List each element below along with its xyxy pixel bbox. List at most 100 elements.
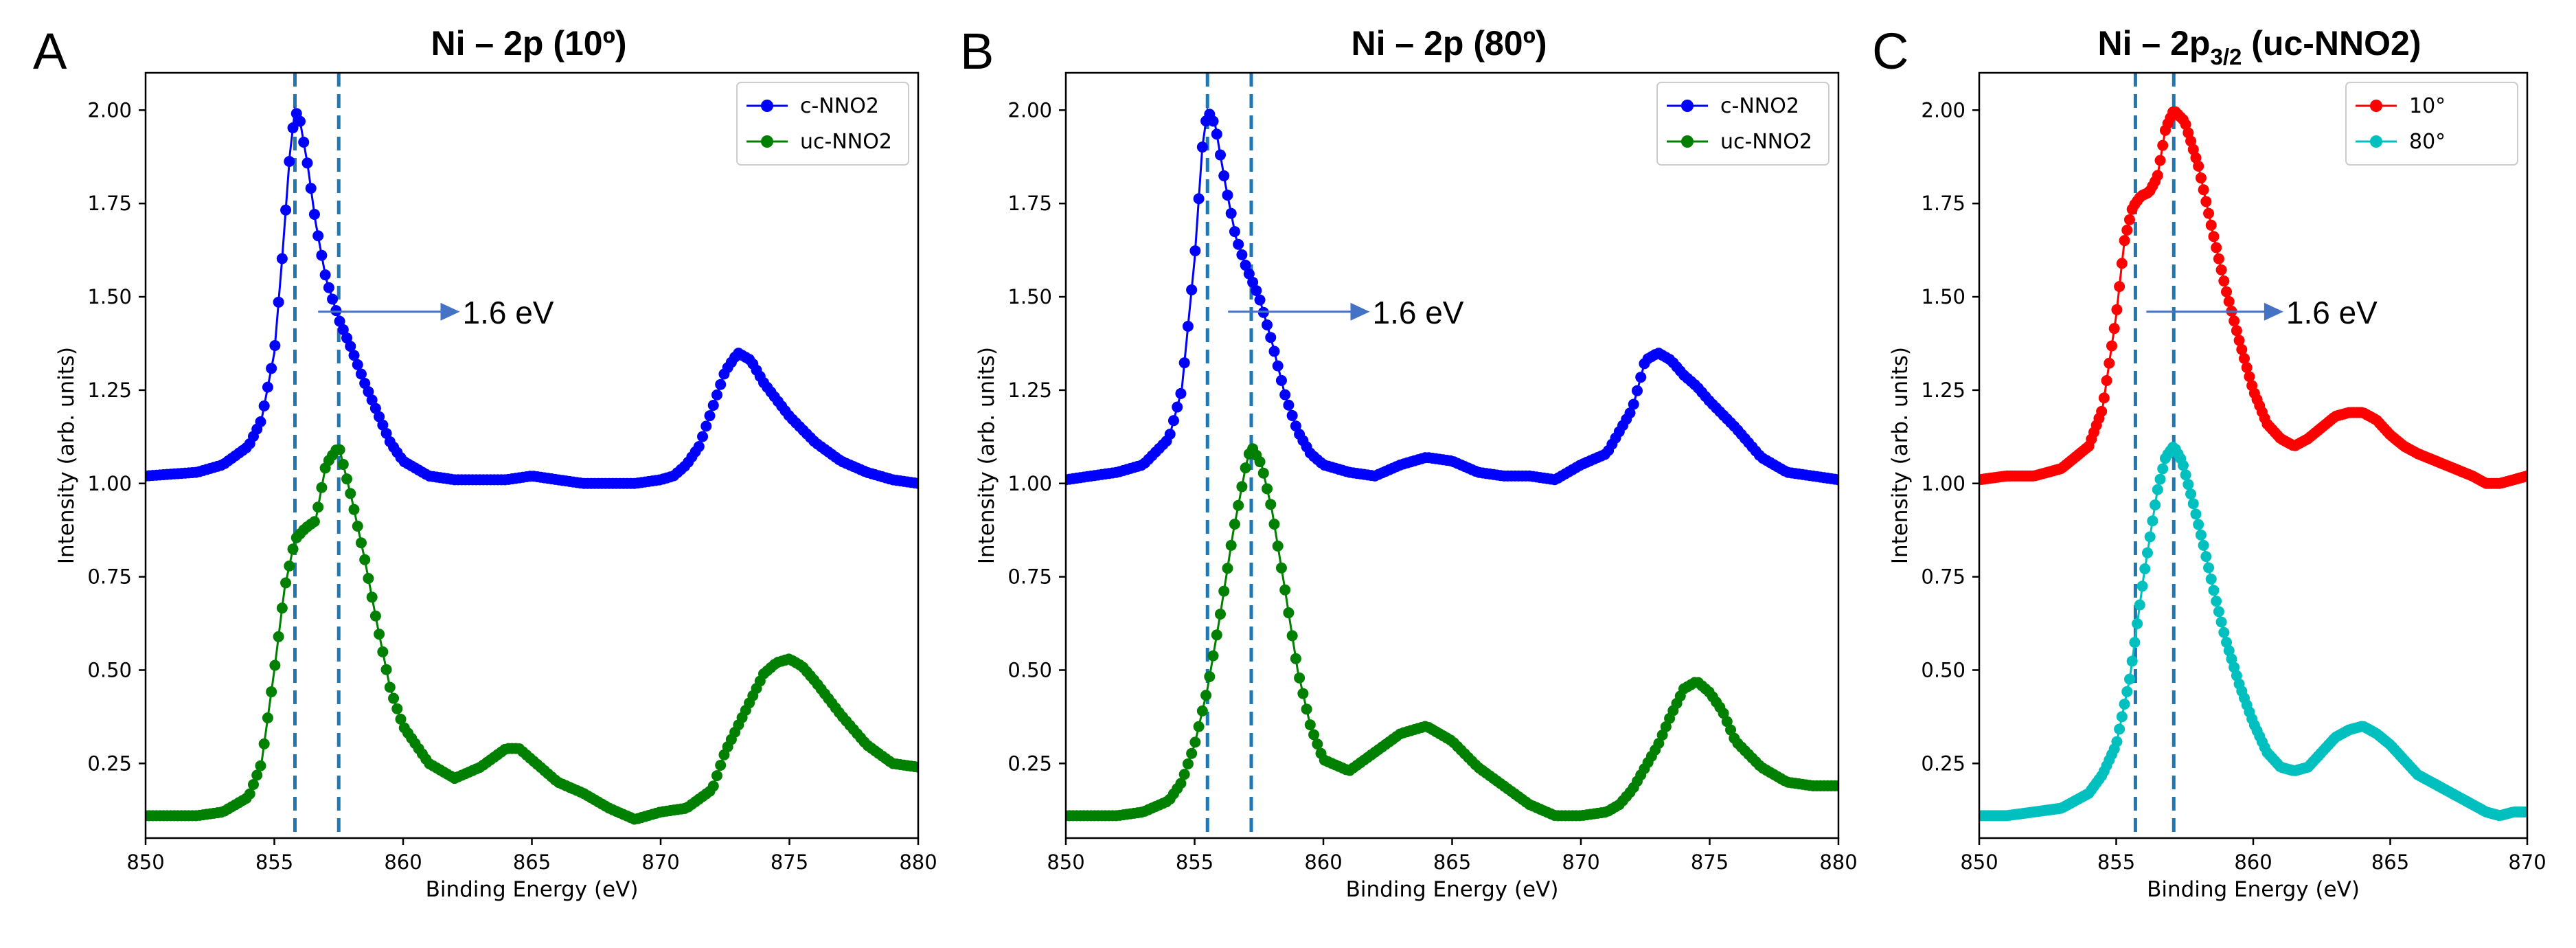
data-point bbox=[284, 560, 295, 572]
data-point bbox=[2203, 562, 2215, 574]
y-tick-label: 0.75 bbox=[1007, 565, 1052, 589]
data-point bbox=[2152, 170, 2163, 181]
data-point bbox=[276, 253, 288, 264]
x-tick-label: 875 bbox=[771, 850, 808, 874]
data-point bbox=[1207, 650, 1219, 662]
series-line bbox=[1979, 444, 2527, 817]
data-point bbox=[2119, 699, 2130, 710]
y-tick-label: 1.00 bbox=[1921, 472, 1965, 495]
data-point bbox=[348, 350, 360, 361]
data-point bbox=[287, 543, 299, 555]
panel-a: A Ni – 2p (10º) 1.6 eV 850 855 860 865 870 875 88… bbox=[33, 23, 937, 902]
data-point bbox=[2200, 551, 2212, 563]
data-point bbox=[1254, 294, 1266, 306]
data-point bbox=[308, 516, 320, 528]
data-point bbox=[244, 788, 255, 800]
data-point bbox=[255, 760, 266, 771]
chart-title: Ni – 2p (80º) bbox=[1351, 24, 1547, 63]
y-tick-label: 0.75 bbox=[87, 565, 132, 589]
data-point bbox=[366, 591, 378, 603]
title-tail: (uc-NNO2) bbox=[2242, 24, 2421, 63]
y-tick-label: 0.50 bbox=[1007, 658, 1052, 681]
data-point bbox=[2193, 519, 2204, 530]
data-point bbox=[1725, 724, 1737, 736]
data-point bbox=[337, 458, 349, 470]
data-point bbox=[374, 629, 385, 640]
data-point bbox=[377, 419, 389, 431]
data-point bbox=[1624, 407, 1636, 419]
data-point bbox=[2229, 315, 2240, 327]
y-tick-label: 0.50 bbox=[87, 658, 132, 681]
data-point bbox=[1251, 284, 1262, 296]
data-point bbox=[1186, 747, 1198, 759]
data-point bbox=[363, 573, 374, 585]
data-point bbox=[266, 686, 277, 698]
legend-label: c-NNO2 bbox=[1720, 94, 1799, 118]
x-tick-label: 855 bbox=[255, 850, 293, 874]
data-point bbox=[1182, 758, 1194, 769]
data-point bbox=[704, 410, 716, 422]
data-point bbox=[2096, 405, 2108, 417]
data-point bbox=[2187, 498, 2199, 510]
data-point bbox=[1312, 738, 1323, 750]
data-point bbox=[2195, 529, 2207, 541]
data-point bbox=[388, 692, 400, 704]
data-point bbox=[2123, 214, 2135, 225]
data-point bbox=[2195, 172, 2207, 184]
data-point bbox=[1200, 690, 1212, 701]
x-tick-label: 855 bbox=[1176, 850, 1213, 874]
data-point bbox=[2157, 139, 2169, 151]
data-point bbox=[1833, 474, 1838, 486]
data-point bbox=[2116, 711, 2128, 723]
data-point bbox=[2213, 606, 2224, 618]
legend-box bbox=[1656, 82, 1830, 166]
data-point bbox=[1283, 607, 1295, 619]
data-point bbox=[2123, 673, 2135, 685]
data-point bbox=[341, 332, 353, 343]
data-point bbox=[2522, 470, 2527, 482]
data-point bbox=[2241, 362, 2253, 374]
data-point bbox=[2223, 295, 2235, 307]
data-point bbox=[1189, 245, 1201, 257]
legend: 10° 80° bbox=[2345, 82, 2518, 166]
data-point bbox=[262, 712, 273, 723]
data-point bbox=[273, 631, 284, 642]
data-point bbox=[1175, 387, 1187, 399]
annotation-arrow-head bbox=[1350, 302, 1370, 321]
data-point bbox=[1225, 539, 1237, 551]
legend-marker bbox=[2370, 100, 2382, 112]
y-tick-label: 1.50 bbox=[87, 285, 132, 308]
y-axis-label: Intensity (arb. units) bbox=[974, 347, 999, 564]
data-point bbox=[255, 416, 266, 428]
data-point bbox=[258, 400, 270, 411]
legend-label: 10° bbox=[2409, 94, 2446, 118]
title-main: Ni – 2p bbox=[2098, 24, 2211, 63]
legend: c-NNO2 uc-NNO2 bbox=[736, 82, 909, 166]
y-tick-label: 1.75 bbox=[1921, 192, 1965, 215]
data-point bbox=[1236, 249, 1248, 260]
data-point bbox=[1272, 540, 1284, 552]
data-point bbox=[2193, 160, 2204, 172]
panel-b: B Ni – 2p (80º) 1.6 eV 850 855 860 865 870 875 88… bbox=[960, 23, 1858, 902]
data-point bbox=[2119, 235, 2130, 247]
data-point bbox=[1218, 170, 1230, 181]
data-point bbox=[2211, 596, 2222, 607]
data-point bbox=[1207, 115, 1219, 127]
series-1 bbox=[146, 106, 918, 489]
data-point bbox=[2233, 335, 2245, 346]
panel-letter: C bbox=[1872, 23, 1908, 80]
data-point bbox=[2226, 653, 2237, 665]
data-point bbox=[374, 411, 385, 422]
data-point bbox=[1211, 128, 1222, 140]
data-point bbox=[2522, 806, 2527, 817]
data-point bbox=[2177, 460, 2189, 471]
data-point bbox=[1286, 630, 1298, 642]
x-axis-label: Binding Energy (eV) bbox=[426, 877, 639, 902]
data-point bbox=[2215, 616, 2227, 628]
x-tick-label: 870 bbox=[2508, 850, 2546, 874]
data-point bbox=[2180, 469, 2191, 481]
data-point bbox=[1222, 563, 1233, 574]
data-point bbox=[715, 379, 727, 390]
data-point bbox=[2200, 196, 2212, 207]
